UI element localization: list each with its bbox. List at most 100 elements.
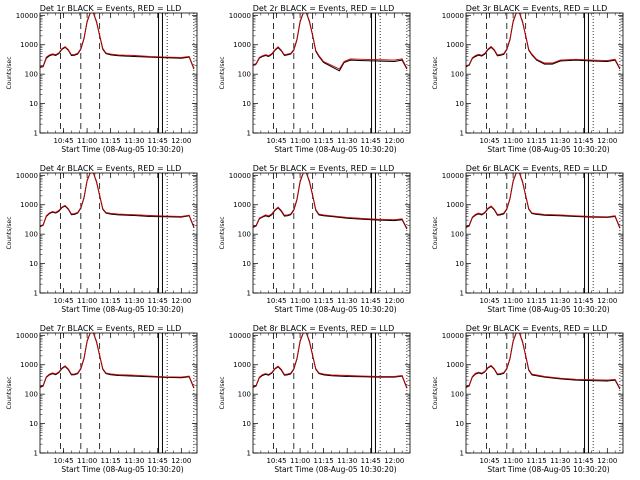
y-tick-label: 10 (242, 100, 251, 108)
x-tick-label: 12:00 (384, 297, 404, 305)
y-tick-label: 100 (238, 71, 251, 79)
x-tick-label: 12:00 (171, 297, 191, 305)
x-tick-label: 11:15 (101, 297, 121, 305)
plot-frame (39, 12, 198, 134)
y-axis-label: Counts/sec (6, 56, 13, 89)
panel-title: Det 4r BLACK = Events, RED = LLD (40, 164, 182, 173)
y-tick-label: 10 (242, 420, 251, 428)
plot-frame (252, 12, 411, 134)
plot-frame (39, 332, 198, 454)
x-tick-label: 11:00 (290, 297, 310, 305)
y-tick-label: 100 (451, 71, 464, 79)
y-tick-label: 10 (29, 420, 38, 428)
x-tick-label: 12:00 (171, 137, 191, 145)
x-axis-label: Start Time (08-Aug-05 10:30:20) (487, 465, 609, 474)
lld-series-line (466, 173, 621, 228)
x-tick-label: 11:00 (290, 137, 310, 145)
y-tick-label: 10 (29, 100, 38, 108)
x-tick-label: 12:00 (597, 457, 617, 465)
x-axis-label: Start Time (08-Aug-05 10:30:20) (61, 145, 183, 154)
x-tick-label: 12:00 (597, 297, 617, 305)
y-axis-label: Counts/sec (6, 376, 13, 409)
x-tick-label: 11:15 (527, 137, 547, 145)
x-tick-label: 11:15 (314, 297, 334, 305)
lld-series-line (40, 173, 195, 227)
x-axis-label: Start Time (08-Aug-05 10:30:20) (274, 305, 396, 314)
y-tick-label: 1000 (446, 41, 464, 49)
plot-frame (465, 12, 624, 134)
x-axis-label: Start Time (08-Aug-05 10:30:20) (274, 145, 396, 154)
x-tick-label: 10:45 (53, 457, 73, 465)
y-tick-label: 1000 (233, 41, 251, 49)
y-axis-label: Counts/sec (6, 216, 13, 249)
y-tick-label: 100 (451, 391, 464, 399)
panel-title: Det 3r BLACK = Events, RED = LLD (466, 4, 608, 13)
plot-frame (252, 332, 411, 454)
y-tick-label: 100 (451, 231, 464, 239)
panel-title: Det 8r BLACK = Events, RED = LLD (253, 324, 395, 333)
y-tick-label: 100 (238, 231, 251, 239)
x-tick-label: 11:45 (361, 457, 381, 465)
x-tick-label: 11:15 (527, 457, 547, 465)
y-tick-label: 1 (247, 450, 251, 458)
panel-title: Det 1r BLACK = Events, RED = LLD (40, 4, 182, 13)
y-tick-label: 100 (25, 391, 38, 399)
lld-series-line (466, 13, 621, 69)
detector-panel-3: Det 3r BLACK = Events, RED = LLD Counts/s… (432, 4, 624, 154)
panel-title: Det 2r BLACK = Events, RED = LLD (253, 4, 395, 13)
y-tick-label: 1000 (446, 201, 464, 209)
x-tick-label: 10:45 (53, 137, 73, 145)
detector-panel-6: Det 6r BLACK = Events, RED = LLD Counts/s… (432, 164, 624, 314)
x-tick-label: 11:00 (503, 457, 523, 465)
y-tick-label: 10000 (442, 12, 464, 20)
y-axis-label: Counts/sec (219, 56, 226, 89)
y-tick-label: 10000 (16, 332, 38, 340)
y-axis-label: Counts/sec (432, 216, 439, 249)
x-tick-label: 11:45 (361, 297, 381, 305)
x-tick-label: 11:30 (337, 137, 357, 145)
y-tick-label: 1 (34, 130, 38, 138)
y-tick-label: 10000 (229, 12, 251, 20)
plot-frame (39, 172, 198, 294)
y-tick-label: 100 (238, 391, 251, 399)
y-tick-label: 1 (34, 290, 38, 298)
x-tick-label: 11:00 (290, 457, 310, 465)
x-tick-label: 11:15 (101, 457, 121, 465)
x-tick-label: 11:45 (148, 457, 168, 465)
y-tick-label: 100 (25, 231, 38, 239)
x-tick-label: 11:30 (337, 457, 357, 465)
x-tick-label: 11:00 (77, 457, 97, 465)
lld-series-line (253, 13, 408, 70)
y-tick-label: 1 (460, 450, 464, 458)
x-tick-label: 11:30 (550, 297, 570, 305)
x-axis-label: Start Time (08-Aug-05 10:30:20) (274, 465, 396, 474)
y-tick-label: 1000 (20, 41, 38, 49)
x-tick-label: 10:45 (53, 297, 73, 305)
y-axis-label: Counts/sec (432, 56, 439, 89)
x-tick-label: 11:00 (503, 297, 523, 305)
y-axis-label: Counts/sec (219, 216, 226, 249)
y-tick-label: 1000 (233, 361, 251, 369)
panel-title: Det 7r BLACK = Events, RED = LLD (40, 324, 182, 333)
x-axis-label: Start Time (08-Aug-05 10:30:20) (487, 305, 609, 314)
y-tick-label: 1 (460, 130, 464, 138)
x-tick-label: 11:45 (574, 457, 594, 465)
panel-title: Det 5r BLACK = Events, RED = LLD (253, 164, 395, 173)
x-tick-label: 10:45 (266, 137, 286, 145)
y-tick-label: 1000 (20, 201, 38, 209)
lld-series-line (466, 333, 621, 389)
y-tick-label: 1 (34, 450, 38, 458)
x-tick-label: 11:45 (574, 137, 594, 145)
detector-panel-9: Det 9r BLACK = Events, RED = LLD Counts/s… (432, 324, 624, 474)
lld-series-line (253, 173, 408, 229)
y-tick-label: 10 (242, 260, 251, 268)
x-tick-label: 11:30 (124, 457, 144, 465)
x-tick-label: 11:45 (574, 297, 594, 305)
lld-series-line (40, 13, 195, 69)
detector-panel-2: Det 2r BLACK = Events, RED = LLD Counts/s… (219, 4, 411, 154)
plot-frame (252, 172, 411, 294)
x-tick-label: 11:15 (527, 297, 547, 305)
x-tick-label: 10:45 (479, 457, 499, 465)
x-tick-label: 11:30 (550, 457, 570, 465)
